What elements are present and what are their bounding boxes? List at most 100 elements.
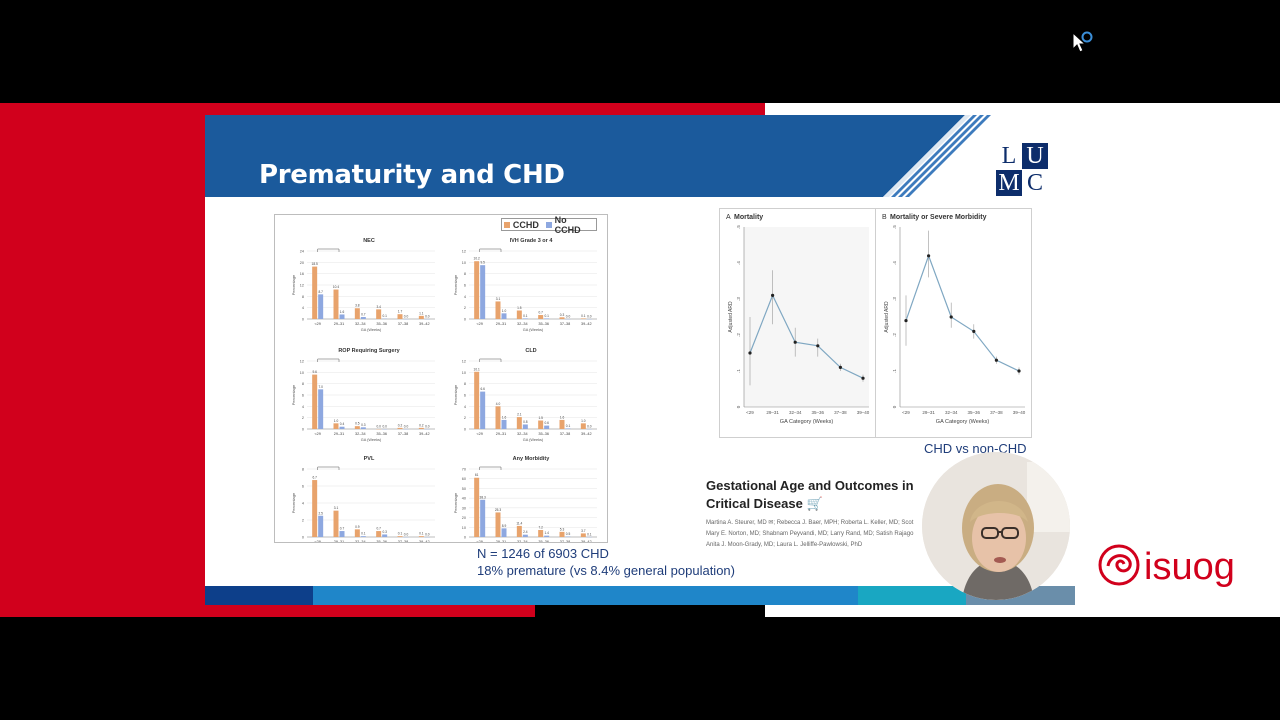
isuog-emblem-icon bbox=[1098, 544, 1140, 586]
bar-no-cchd bbox=[522, 534, 528, 537]
x-axis-label: GA Category (Weeks) bbox=[780, 419, 834, 425]
bar-panel-title: CLD bbox=[525, 348, 536, 354]
y-tick-label: 12 bbox=[300, 284, 304, 288]
y-tick-label: 0 bbox=[892, 405, 897, 408]
data-label-no-cchd: 0.0 bbox=[425, 533, 430, 537]
x-tick-label: 32–34 bbox=[517, 540, 528, 542]
x-tick-label: <29 bbox=[902, 410, 910, 415]
data-label-no-cchd: 1.0 bbox=[502, 309, 507, 313]
data-label-cchd: 1.0 bbox=[581, 419, 586, 423]
x-tick-label: 39–42 bbox=[419, 322, 430, 326]
y-axis-label: Adjusted ARD bbox=[884, 301, 890, 333]
y-axis-label: Percentage bbox=[291, 384, 296, 405]
x-tick-label: 29–31 bbox=[922, 410, 935, 415]
line-chart-figure: A Mortality 0 .1 .2 .3 .4 .5 Adjusted ARD <29 29–3… bbox=[719, 208, 1032, 438]
y-tick-label: 4 bbox=[302, 502, 304, 506]
data-label-no-cchd: 0.1 bbox=[566, 424, 571, 428]
bar-cchd bbox=[397, 536, 403, 537]
bar-cchd bbox=[474, 477, 480, 537]
x-axis-label: GA (Weeks) bbox=[361, 438, 382, 442]
x-tick-label: 35–36 bbox=[538, 432, 549, 436]
data-point bbox=[771, 293, 775, 297]
data-label-cchd: 3.4 bbox=[376, 305, 381, 309]
y-tick-label: 6 bbox=[302, 394, 304, 398]
series-line bbox=[905, 254, 1020, 372]
x-tick-label: 29–31 bbox=[496, 432, 507, 436]
y-tick-label: .3 bbox=[892, 297, 897, 301]
prematurity-rate-text: 18% premature (vs 8.4% general populatio… bbox=[477, 563, 735, 578]
bar-no-cchd bbox=[480, 499, 486, 537]
data-label-no-cchd: 0.5 bbox=[566, 532, 571, 536]
x-tick-label: 37–38 bbox=[398, 540, 409, 542]
x-tick-label: 32–34 bbox=[355, 322, 366, 326]
bar-no-cchd bbox=[339, 426, 345, 429]
data-label-cchd: 0.5 bbox=[355, 422, 360, 426]
data-label-no-cchd: 1.6 bbox=[502, 415, 507, 419]
x-axis-label: GA Category (Weeks) bbox=[936, 419, 990, 425]
x-tick-label: 29–31 bbox=[496, 322, 507, 326]
data-label-cchd: 6.7 bbox=[312, 476, 317, 480]
y-tick-label: 0 bbox=[302, 428, 304, 432]
y-tick-label: 6 bbox=[464, 284, 466, 288]
data-label-cchd: 11.4 bbox=[516, 521, 522, 525]
bar-no-cchd bbox=[360, 317, 366, 319]
y-tick-label: .3 bbox=[736, 297, 741, 301]
y-tick-label: 12 bbox=[462, 250, 466, 254]
lumc-letter-m: M bbox=[996, 170, 1022, 196]
paper-title-text: Gestational Age and Outcomes in Critical… bbox=[706, 478, 914, 511]
x-tick-label: 39–42 bbox=[419, 540, 430, 542]
bar-panel: Any Morbidity 70 60 50 40 30 20 10 0 Percentage 61… bbox=[453, 456, 597, 550]
data-point bbox=[793, 340, 797, 344]
bar-cchd bbox=[376, 531, 382, 537]
bar-cchd bbox=[538, 315, 544, 319]
data-label-no-cchd: 0.1 bbox=[382, 314, 387, 318]
bar-no-cchd bbox=[501, 313, 507, 319]
legend-swatch-cchd bbox=[504, 221, 510, 228]
x-tick-label: 32–34 bbox=[355, 540, 366, 542]
data-label-cchd: 0.7 bbox=[538, 311, 543, 315]
panel-letter: B bbox=[882, 214, 887, 221]
x-tick-label: <29 bbox=[476, 540, 482, 542]
y-tick-label: 12 bbox=[300, 360, 304, 364]
y-tick-label: 8 bbox=[302, 382, 304, 386]
significance-bracket bbox=[479, 466, 502, 470]
y-tick-label: .4 bbox=[892, 261, 897, 265]
data-label-no-cchd: 0.0 bbox=[404, 533, 409, 537]
data-label-cchd: 5.3 bbox=[560, 527, 565, 531]
data-label-cchd: 1.7 bbox=[398, 310, 403, 314]
bar-panel: ROP Requiring Surgery 12 10 8 6 4 2 0 Percentage… bbox=[291, 348, 435, 442]
y-tick-label: .5 bbox=[892, 225, 897, 229]
data-label-cchd: 10.4 bbox=[333, 285, 339, 289]
bar-cchd bbox=[580, 533, 586, 537]
significance-bracket bbox=[317, 358, 340, 362]
x-tick-label: <29 bbox=[476, 322, 482, 326]
data-label-cchd: 0.1 bbox=[581, 314, 586, 318]
data-label-no-cchd: 0.0 bbox=[587, 425, 592, 429]
x-tick-label: 29–31 bbox=[334, 432, 345, 436]
slide-footer-strip bbox=[205, 586, 1075, 605]
data-label-cchd: 0.2 bbox=[419, 423, 424, 427]
data-point bbox=[949, 315, 953, 319]
significance-bracket bbox=[479, 358, 502, 362]
bar-cchd bbox=[495, 406, 501, 429]
plot-background bbox=[744, 227, 869, 407]
y-tick-label: .2 bbox=[736, 333, 741, 337]
x-tick-label: 35–36 bbox=[376, 540, 387, 542]
y-tick-label: .1 bbox=[736, 369, 741, 373]
bar-cchd bbox=[397, 427, 403, 429]
data-label-cchd: 4.0 bbox=[496, 402, 501, 406]
bar-cchd bbox=[559, 419, 565, 429]
bar-cchd bbox=[474, 261, 480, 319]
bar-panel: NEC 24 20 16 12 8 4 0 Percentage 18.5 8.7 <29 10.4 1.… bbox=[291, 238, 435, 332]
bar-cchd bbox=[354, 426, 360, 429]
data-label-no-cchd: 0.8 bbox=[523, 420, 528, 424]
bar-cchd bbox=[580, 423, 586, 429]
data-label-no-cchd: 7.0 bbox=[318, 385, 323, 389]
line-chart-panels: A Mortality 0 .1 .2 .3 .4 .5 Adjusted ARD <29 29–3… bbox=[726, 209, 1026, 437]
lumc-letter-c: C bbox=[1026, 170, 1043, 196]
data-label-no-cchd: 0.4 bbox=[340, 422, 345, 426]
y-tick-label: 50 bbox=[462, 487, 466, 491]
x-tick-label: 32–34 bbox=[517, 322, 528, 326]
x-tick-label: 37–38 bbox=[398, 432, 409, 436]
bar-no-cchd bbox=[318, 515, 324, 537]
